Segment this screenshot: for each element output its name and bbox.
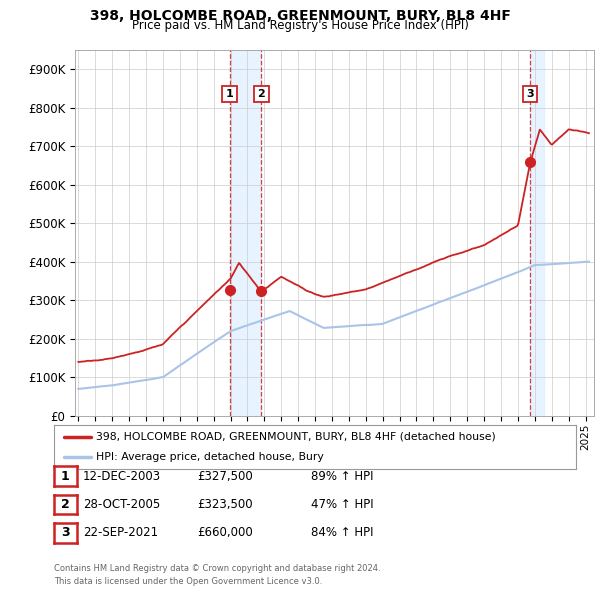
Text: 89% ↑ HPI: 89% ↑ HPI xyxy=(311,470,373,483)
Text: 22-SEP-2021: 22-SEP-2021 xyxy=(83,526,158,539)
Text: 398, HOLCOMBE ROAD, GREENMOUNT, BURY, BL8 4HF (detached house): 398, HOLCOMBE ROAD, GREENMOUNT, BURY, BL… xyxy=(96,432,496,442)
Text: 3: 3 xyxy=(526,89,534,99)
Text: 1: 1 xyxy=(226,89,233,99)
Text: 28-OCT-2005: 28-OCT-2005 xyxy=(83,498,160,511)
Text: £327,500: £327,500 xyxy=(197,470,253,483)
Text: 47% ↑ HPI: 47% ↑ HPI xyxy=(311,498,373,511)
Text: Price paid vs. HM Land Registry's House Price Index (HPI): Price paid vs. HM Land Registry's House … xyxy=(131,19,469,32)
Bar xyxy=(230,50,262,416)
Text: 1: 1 xyxy=(61,470,70,483)
Text: Contains HM Land Registry data © Crown copyright and database right 2024.: Contains HM Land Registry data © Crown c… xyxy=(54,564,380,573)
Text: 398, HOLCOMBE ROAD, GREENMOUNT, BURY, BL8 4HF: 398, HOLCOMBE ROAD, GREENMOUNT, BURY, BL… xyxy=(89,9,511,23)
Text: 2: 2 xyxy=(61,498,70,511)
Text: £660,000: £660,000 xyxy=(197,526,253,539)
Bar xyxy=(530,50,544,416)
Text: This data is licensed under the Open Government Licence v3.0.: This data is licensed under the Open Gov… xyxy=(54,577,322,586)
Text: 2: 2 xyxy=(257,89,265,99)
Text: HPI: Average price, detached house, Bury: HPI: Average price, detached house, Bury xyxy=(96,452,323,462)
Text: 3: 3 xyxy=(61,526,70,539)
Text: 12-DEC-2003: 12-DEC-2003 xyxy=(83,470,161,483)
Text: £323,500: £323,500 xyxy=(197,498,253,511)
Text: 84% ↑ HPI: 84% ↑ HPI xyxy=(311,526,373,539)
